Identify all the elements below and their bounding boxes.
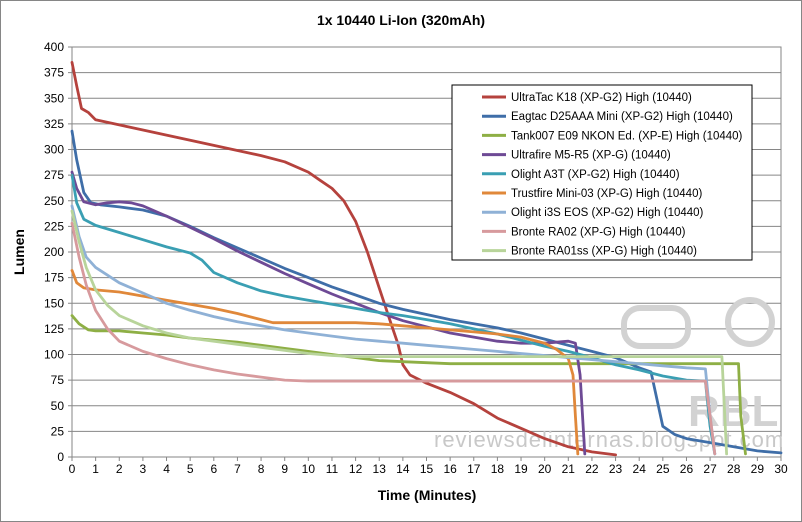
legend-label: Bronte RA01ss (XP-G) High (10440)	[511, 246, 697, 258]
x-tick-label: 26	[680, 462, 694, 476]
watermark-logo-text: RBL	[688, 387, 778, 436]
x-tick-label: 27	[703, 462, 717, 476]
y-tick-labels: 0 25 50 75 100 125 150 175 200 225 250 275 300 325 350…	[44, 40, 72, 464]
x-tick-label: 6	[210, 462, 217, 476]
x-tick-label: 5	[187, 462, 194, 476]
legend-label: Trustfire Mini-03 (XP-G) High (10440)	[511, 188, 702, 200]
series-line-6	[70, 269, 580, 456]
legend: UltraTac K18 (XP-G2) High (10440) Eagtac …	[451, 84, 753, 261]
x-tick-label: 16	[443, 462, 457, 476]
x-tick-label: 28	[727, 462, 741, 476]
legend-label: Olight A3T (XP-G2) High (10440)	[511, 169, 680, 181]
y-tick-label: 350	[44, 91, 64, 105]
y-tick-label: 400	[44, 40, 64, 54]
x-tick-label: 22	[585, 462, 599, 476]
series-line-2	[70, 129, 783, 455]
y-tick-label: 225	[44, 219, 64, 233]
x-tick-label: 15	[420, 462, 434, 476]
y-tick-label: 325	[44, 117, 64, 131]
x-tick-label: 13	[373, 462, 387, 476]
y-tick-label: 250	[44, 194, 64, 208]
x-tick-label: 18	[491, 462, 505, 476]
watermark-logo: RBL	[621, 297, 778, 436]
y-tick-label: 175	[44, 271, 64, 285]
x-tick-label: 9	[281, 462, 288, 476]
x-tick-label: 19	[514, 462, 528, 476]
x-tick-label: 2	[116, 462, 123, 476]
y-tick-label: 275	[44, 168, 64, 182]
x-tick-label: 0	[69, 462, 76, 476]
y-axis-title: Lumen	[11, 229, 27, 275]
series-lines	[70, 61, 783, 457]
y-tick-label: 200	[44, 245, 64, 259]
y-tick-label: 75	[51, 373, 65, 387]
x-tick-label: 4	[163, 462, 170, 476]
legend-label: Ultrafire M5-R5 (XP-G) (10440)	[511, 150, 671, 162]
x-tick-label: 14	[396, 462, 410, 476]
watermark: RBL reviewsdelinternas.blogspot.com	[434, 297, 784, 452]
y-tick-label: 0	[57, 450, 64, 464]
y-tick-label: 125	[44, 322, 64, 336]
y-tick-label: 300	[44, 143, 64, 157]
legend-label: Bronte RA02 (XP-G) High (10440)	[511, 226, 686, 238]
x-tick-labels: 0 1 2 3 4 5 6 7 8 9 10 11 12 13 14 15 16 17 18 19 20 21 22 23 24…	[69, 457, 788, 476]
x-tick-label: 3	[140, 462, 147, 476]
x-tick-label: 7	[234, 462, 241, 476]
y-tick-label: 25	[51, 424, 65, 438]
x-tick-label: 24	[633, 462, 647, 476]
x-tick-label: 25	[656, 462, 670, 476]
legend-label: Olight i3S EOS (XP-G2) High (10440)	[511, 207, 704, 219]
series-line-7	[70, 204, 717, 456]
legend-label: Eagtac D25AAA Mini (XP-G2) High (10440)	[511, 111, 733, 123]
legend-label: UltraTac K18 (XP-G2) High (10440)	[511, 92, 692, 104]
x-tick-label: 21	[562, 462, 576, 476]
x-tick-label: 1	[92, 462, 99, 476]
watermark-text: reviewsdelinternas.blogspot.com	[434, 427, 784, 452]
series-line-5	[70, 173, 717, 456]
y-tick-label: 375	[44, 66, 64, 80]
x-tick-label: 17	[467, 462, 481, 476]
x-axis-title: Time (Minutes)	[378, 487, 477, 503]
y-tick-label: 100	[44, 348, 64, 362]
x-tick-label: 30	[774, 462, 788, 476]
series-line-1	[70, 61, 617, 457]
legend-label: Tank007 E09 NKON Ed. (XP-E) High (10440)	[511, 130, 743, 142]
y-tick-label: 50	[51, 399, 65, 413]
series-line-8	[70, 221, 717, 456]
x-tick-label: 10	[302, 462, 316, 476]
series-line-9	[70, 209, 728, 456]
x-tick-label: 20	[538, 462, 552, 476]
x-tick-label: 29	[751, 462, 765, 476]
y-tick-label: 150	[44, 296, 64, 310]
x-tick-label: 12	[349, 462, 363, 476]
x-tick-label: 11	[326, 462, 339, 476]
chart-title: 1x 10440 Li-Ion (320mAh)	[317, 12, 485, 28]
x-tick-label: 8	[258, 462, 265, 476]
x-tick-label: 23	[609, 462, 623, 476]
